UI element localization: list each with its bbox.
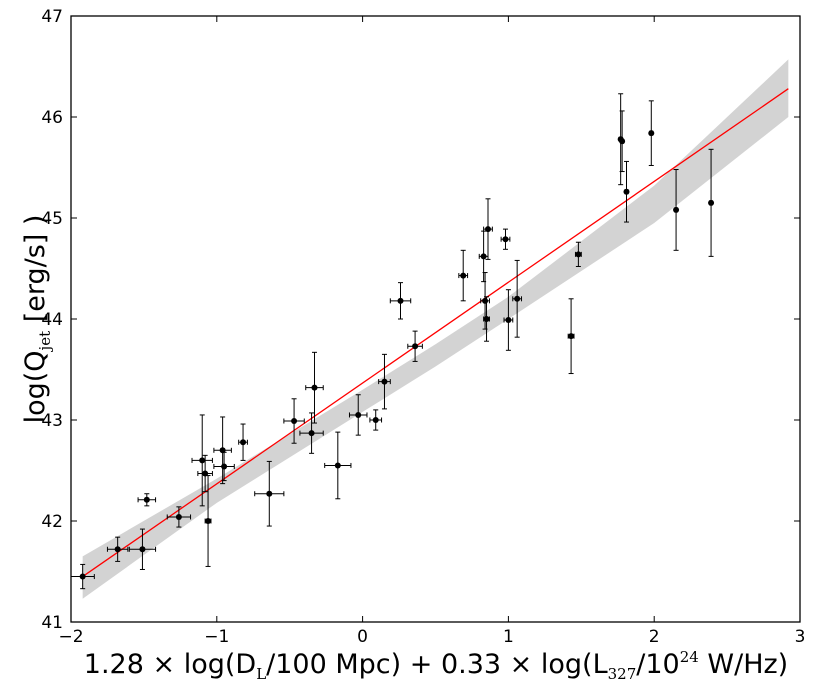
data-point [708,148,715,257]
data-point [213,416,232,485]
y-tick-label: 41 [41,613,63,633]
x-tick-label: −2 [58,627,83,647]
fit-line [82,88,789,578]
data-marker [291,418,298,425]
confidence-band [82,59,789,599]
data-marker [143,496,150,503]
data-marker [648,130,655,137]
x-tick-label: −1 [204,627,229,647]
y-tick-label: 43 [41,411,63,431]
data-point [567,298,575,375]
data-marker [568,333,575,340]
data-point [458,249,469,302]
data-point [191,414,213,507]
data-point [348,394,368,436]
data-marker [139,546,146,553]
data-marker [308,430,315,437]
plot-frame [70,15,801,623]
x-tick-label: 0 [357,627,368,647]
data-point [299,412,324,454]
data-marker [175,513,182,520]
data-point [503,289,514,351]
data-point [619,110,626,173]
y-axis-label: log(Qjet [erg/s] ) [20,215,54,424]
data-point [204,475,212,567]
data-point [283,398,305,444]
data-point [137,493,157,507]
y-tick-label: 45 [41,209,63,229]
data-marker [205,518,212,524]
data-marker [575,251,582,258]
y-tick-label: 47 [41,7,63,27]
data-marker [480,253,487,260]
data-marker [219,447,226,454]
data-point [197,454,213,493]
data-point [512,259,523,338]
data-point [648,100,655,166]
data-marker [483,316,490,322]
data-marker [673,206,680,213]
data-point [623,160,630,223]
data-marker [397,297,404,304]
data-point [478,230,489,283]
data-marker [623,188,630,195]
data-marker [79,573,86,580]
data-point [324,431,352,500]
data-point [238,423,248,461]
data-point [389,282,412,320]
data-marker [502,236,509,243]
data-point [574,241,582,267]
data-point [213,451,235,482]
data-point [106,536,129,562]
y-tick-label: 46 [41,108,63,128]
data-point [500,228,511,250]
x-axis-label: 1.28 × log(DL/100 Mpc) + 0.33 × log(L327… [84,648,788,683]
data-marker [114,546,121,553]
data-point [254,460,285,527]
data-point [70,563,95,590]
data-point [128,528,157,570]
data-marker [355,411,362,418]
data-point [483,198,493,260]
data-marker [619,138,626,145]
data-point [378,353,391,410]
data-point [407,330,423,362]
x-tick-label: 1 [503,627,514,647]
data-point [483,296,490,342]
data-marker [482,297,489,304]
data-marker [505,317,512,324]
data-point [305,351,324,424]
data-marker [708,199,715,206]
data-marker [311,384,318,391]
data-marker [372,417,379,423]
data-marker [221,463,228,470]
data-marker [202,470,209,477]
data-marker [381,378,388,385]
data-marker [514,295,521,302]
data-marker [266,490,273,497]
data-point [166,506,192,528]
y-tick-label: 44 [41,310,63,330]
data-point [673,169,680,251]
data-point [369,409,383,431]
data-marker [199,457,206,464]
data-marker [412,343,419,350]
data-marker [240,439,247,446]
y-tick-label: 42 [41,512,63,532]
x-tick-label: 2 [649,627,660,647]
data-marker [484,226,491,233]
x-tick-label: 3 [795,627,806,647]
data-marker [334,462,341,469]
data-marker [460,272,467,279]
